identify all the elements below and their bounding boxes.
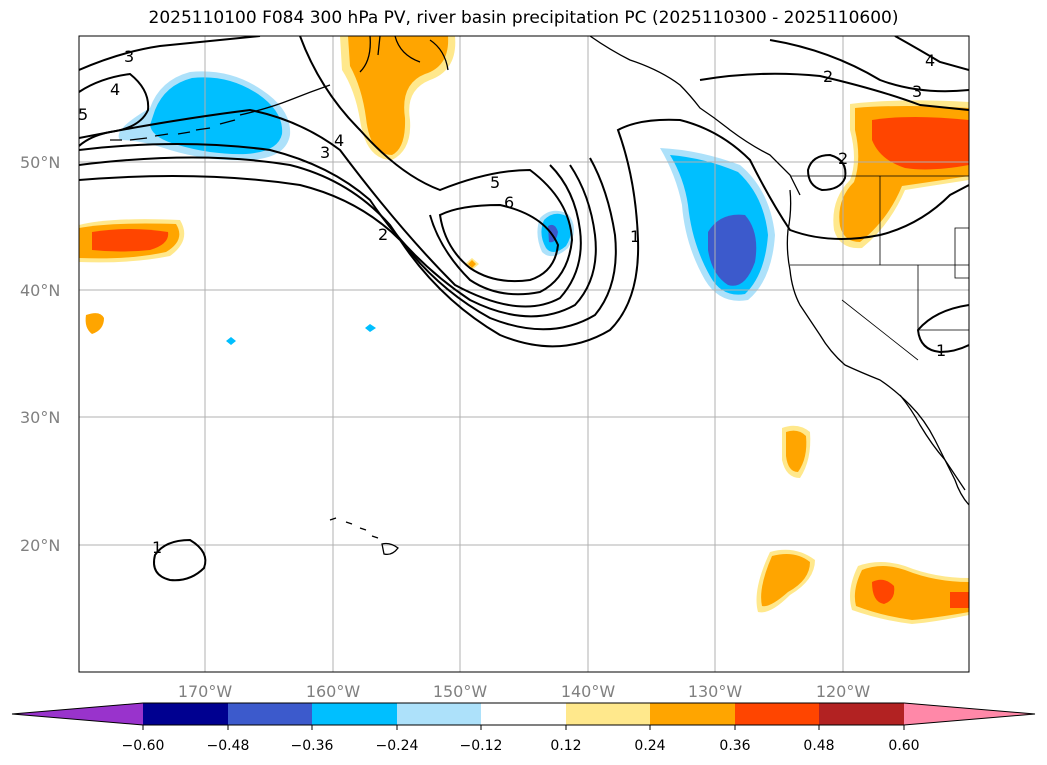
shade-darkblue-central	[548, 224, 558, 243]
pv-contour-2-ring	[806, 153, 847, 192]
lat-label: 30°N	[20, 408, 60, 427]
pv-contour-3	[79, 143, 597, 318]
pv-contour-2-ne	[699, 72, 969, 111]
colorbar-swatch	[228, 703, 312, 725]
shade-red-ne	[872, 117, 969, 170]
pv-contour-1-se	[916, 304, 969, 354]
graticule	[79, 36, 969, 672]
contour-label: 2	[838, 149, 848, 168]
lat-label: 40°N	[20, 281, 60, 300]
lon-label: 120°W	[816, 682, 871, 701]
shade-red-se	[872, 579, 895, 604]
lon-label: 160°W	[306, 682, 361, 701]
colorbar-swatch	[650, 703, 735, 725]
contour-label: 5	[490, 173, 500, 192]
contour-label: 3	[912, 82, 922, 101]
colorbar-swatch	[735, 703, 819, 725]
colorbar-tick-label: 0.60	[888, 738, 919, 754]
pv-contour-3-ne	[769, 39, 969, 93]
longitude-labels: 170°W 160°W 150°W 140°W 130°W 120°W	[178, 682, 871, 701]
shade-orange-alaska-core	[348, 36, 449, 155]
pv-contour-6	[438, 203, 560, 283]
pv-contour-1-sw	[153, 538, 207, 582]
contour-label: 1	[152, 538, 162, 557]
shade-darkblue-offshore	[708, 214, 757, 286]
lon-label: 170°W	[178, 682, 233, 701]
pv-contours	[79, 36, 969, 582]
contour-label: 3	[320, 143, 330, 162]
colorbar-tick-label: 0.12	[550, 738, 581, 754]
colorbar-swatch	[397, 703, 481, 725]
contour-label: 4	[334, 131, 344, 150]
shade-red-se-edge	[950, 592, 969, 608]
contour-label: 2	[823, 67, 833, 86]
shade-orange-south-core	[761, 554, 810, 607]
coastlines	[110, 36, 969, 556]
shade-orange-spot	[468, 260, 476, 268]
colorbar-tick-label: −0.48	[207, 738, 250, 754]
map-area: 3 4 5 4 3 2 5 6 1 2 3 4 2 1 1	[78, 36, 969, 672]
shade-orange-small	[85, 313, 104, 334]
pv-contour-4-ne	[894, 36, 969, 71]
lat-label: 20°N	[20, 536, 60, 555]
map-frame	[78, 35, 970, 673]
colorbar-ticks	[142, 725, 905, 730]
lon-label: 130°W	[688, 682, 743, 701]
lon-label: 140°W	[561, 682, 616, 701]
pv-contour-3-nw	[79, 36, 261, 71]
colorbar-tick-label: −0.12	[460, 738, 503, 754]
precip-shading	[79, 36, 969, 624]
colorbar-swatch	[566, 703, 650, 725]
contour-label: 1	[936, 341, 946, 360]
colorbar-swatch	[819, 703, 904, 725]
bc-coast	[589, 36, 801, 196]
pv-contour-2	[79, 156, 617, 331]
shade-orange-subtropic-core	[786, 430, 807, 472]
contour-labels: 3 4 5 4 3 2 5 6 1 2 3 4 2 1 1	[78, 47, 946, 557]
contour-label: 1	[630, 227, 640, 246]
colorbar-tick-label: 0.48	[803, 738, 834, 754]
shade-blue-spot	[226, 337, 236, 345]
colorbar: −0.60 −0.48 −0.36 −0.24 −0.12 0.12 0.24 …	[11, 702, 1036, 754]
colorbar-swatch	[481, 703, 566, 725]
shade-blue-spot	[365, 324, 376, 332]
colorbar-swatch	[312, 703, 397, 725]
contour-label: 2	[378, 225, 388, 244]
baja-coast	[899, 394, 966, 491]
contour-label: 4	[925, 51, 935, 70]
colorbar-tick-label: 0.36	[719, 738, 750, 754]
pv-contour-5	[299, 36, 574, 296]
figure-title: 2025110100 F084 300 hPa PV, river basin …	[148, 8, 899, 28]
alaska-coast	[110, 36, 449, 141]
colorbar-tick-label: −0.36	[291, 738, 334, 754]
hawaii	[329, 517, 399, 556]
colorbar-extend-low	[12, 703, 143, 725]
colorbar-swatch	[143, 703, 228, 725]
shade-blue-aleutians-core	[150, 77, 283, 155]
shade-orange-se-core	[854, 566, 969, 620]
contour-label: 5	[78, 105, 88, 124]
shade-red-west	[92, 229, 169, 252]
us-west-coast	[786, 189, 969, 506]
latitude-labels: 50°N 40°N 30°N 20°N	[20, 153, 60, 555]
colorbar-tick-label: −0.24	[376, 738, 419, 754]
contour-label: 3	[124, 47, 134, 66]
colorbar-tick-label: 0.24	[634, 738, 665, 754]
pv-contour-4	[79, 108, 582, 308]
contour-label: 6	[504, 193, 514, 212]
colorbar-tick-label: −0.60	[122, 738, 165, 754]
lat-label: 50°N	[20, 153, 60, 172]
contour-label: 4	[110, 80, 120, 99]
lon-label: 150°W	[433, 682, 488, 701]
pv-contour-1	[79, 118, 969, 348]
colorbar-extend-high	[904, 703, 1035, 725]
